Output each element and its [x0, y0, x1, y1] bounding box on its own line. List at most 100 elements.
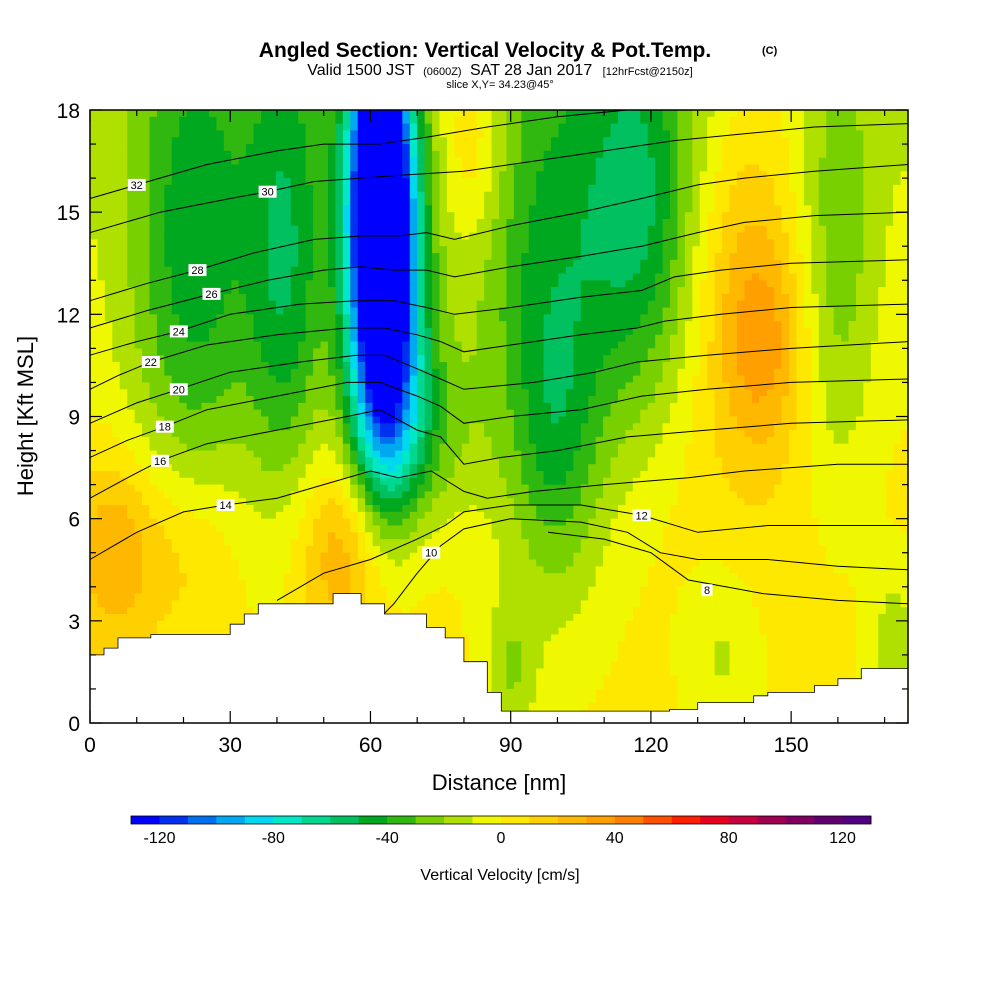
velocity-cell [283, 573, 292, 581]
velocity-cell [268, 232, 277, 241]
velocity-cell [432, 607, 441, 615]
velocity-cell [476, 205, 485, 213]
velocity-cell [104, 150, 113, 159]
velocity-cell [149, 586, 158, 595]
velocity-cell [223, 607, 232, 615]
velocity-cell [342, 443, 351, 452]
velocity-cell [97, 559, 106, 567]
velocity-cell [432, 586, 441, 595]
velocity-cell [476, 218, 485, 227]
velocity-cell [327, 355, 336, 363]
velocity-cell [216, 150, 225, 159]
velocity-cell [491, 682, 500, 690]
velocity-cell [484, 532, 493, 540]
velocity-cell [476, 314, 485, 322]
velocity-cell [208, 416, 218, 424]
velocity-cell [194, 287, 203, 295]
velocity-cell [499, 259, 508, 268]
velocity-cell [469, 212, 478, 220]
velocity-cell [476, 627, 485, 636]
velocity-cell [97, 634, 106, 642]
velocity-cell [298, 552, 307, 561]
velocity-cell [223, 327, 232, 336]
velocity-cell [179, 416, 188, 424]
velocity-cell [223, 396, 232, 404]
velocity-cell [305, 307, 314, 315]
velocity-cell [380, 593, 389, 601]
velocity-cell [313, 321, 322, 329]
velocity-cell [446, 511, 455, 520]
velocity-cell [261, 416, 270, 424]
velocity-cell [238, 470, 247, 479]
velocity-cell [424, 566, 433, 574]
velocity-cell [223, 457, 232, 465]
velocity-cell [327, 532, 336, 540]
velocity-cell [380, 396, 389, 404]
velocity-cell [246, 586, 255, 595]
velocity-cell [454, 396, 463, 404]
velocity-cell [127, 348, 136, 356]
velocity-cell [342, 573, 351, 581]
velocity-cell [261, 266, 270, 275]
velocity-cell [372, 389, 381, 397]
velocity-cell [179, 300, 188, 309]
velocity-cell [179, 171, 188, 179]
velocity-cell [208, 423, 218, 431]
velocity-cell [223, 464, 232, 472]
velocity-cell [484, 566, 493, 574]
velocity-cell [380, 573, 389, 581]
velocity-cell [365, 539, 374, 547]
velocity-cell [499, 212, 508, 220]
velocity-cell [409, 430, 418, 438]
velocity-cell [216, 375, 225, 384]
velocity-cell [417, 198, 426, 206]
velocity-cell [439, 348, 448, 356]
velocity-cell [446, 382, 455, 390]
velocity-cell [156, 198, 165, 206]
velocity-cell [283, 341, 292, 349]
velocity-cell [275, 123, 284, 132]
velocity-cell [179, 321, 188, 329]
velocity-cell [186, 505, 195, 513]
velocity-cell [365, 212, 374, 220]
velocity-cell [201, 600, 210, 608]
velocity-cell [365, 566, 374, 574]
velocity-cell [424, 409, 433, 418]
velocity-cell [320, 184, 329, 193]
velocity-cell [156, 532, 165, 540]
velocity-cell [112, 137, 121, 145]
velocity-cell [365, 239, 374, 247]
velocity-cell [231, 327, 240, 336]
velocity-cell [253, 246, 262, 254]
velocity-cell [387, 110, 396, 118]
velocity-cell [432, 382, 441, 390]
velocity-cell [313, 116, 322, 125]
velocity-cell [104, 491, 113, 499]
velocity-cell [253, 464, 262, 472]
velocity-cell [194, 470, 203, 479]
velocity-cell [223, 253, 232, 261]
velocity-cell [179, 484, 188, 493]
velocity-cell [127, 293, 136, 302]
velocity-cell [342, 430, 351, 438]
velocity-cell [246, 443, 255, 452]
velocity-cell [134, 525, 143, 533]
velocity-cell [476, 430, 485, 438]
velocity-cell [104, 586, 113, 595]
velocity-cell [335, 586, 344, 595]
velocity-cell [402, 130, 411, 138]
velocity-cell [461, 137, 470, 145]
velocity-cell [305, 259, 314, 268]
velocity-cell [432, 110, 441, 118]
velocity-cell [372, 464, 381, 472]
velocity-cell [446, 484, 455, 493]
velocity-cell [313, 110, 322, 118]
velocity-cell [246, 205, 255, 213]
velocity-cell [268, 300, 277, 309]
velocity-cell [327, 579, 336, 588]
velocity-cell [275, 416, 284, 424]
velocity-cell [261, 579, 270, 588]
velocity-cell [491, 566, 500, 574]
velocity-cell [380, 273, 389, 281]
velocity-cell [327, 164, 336, 172]
